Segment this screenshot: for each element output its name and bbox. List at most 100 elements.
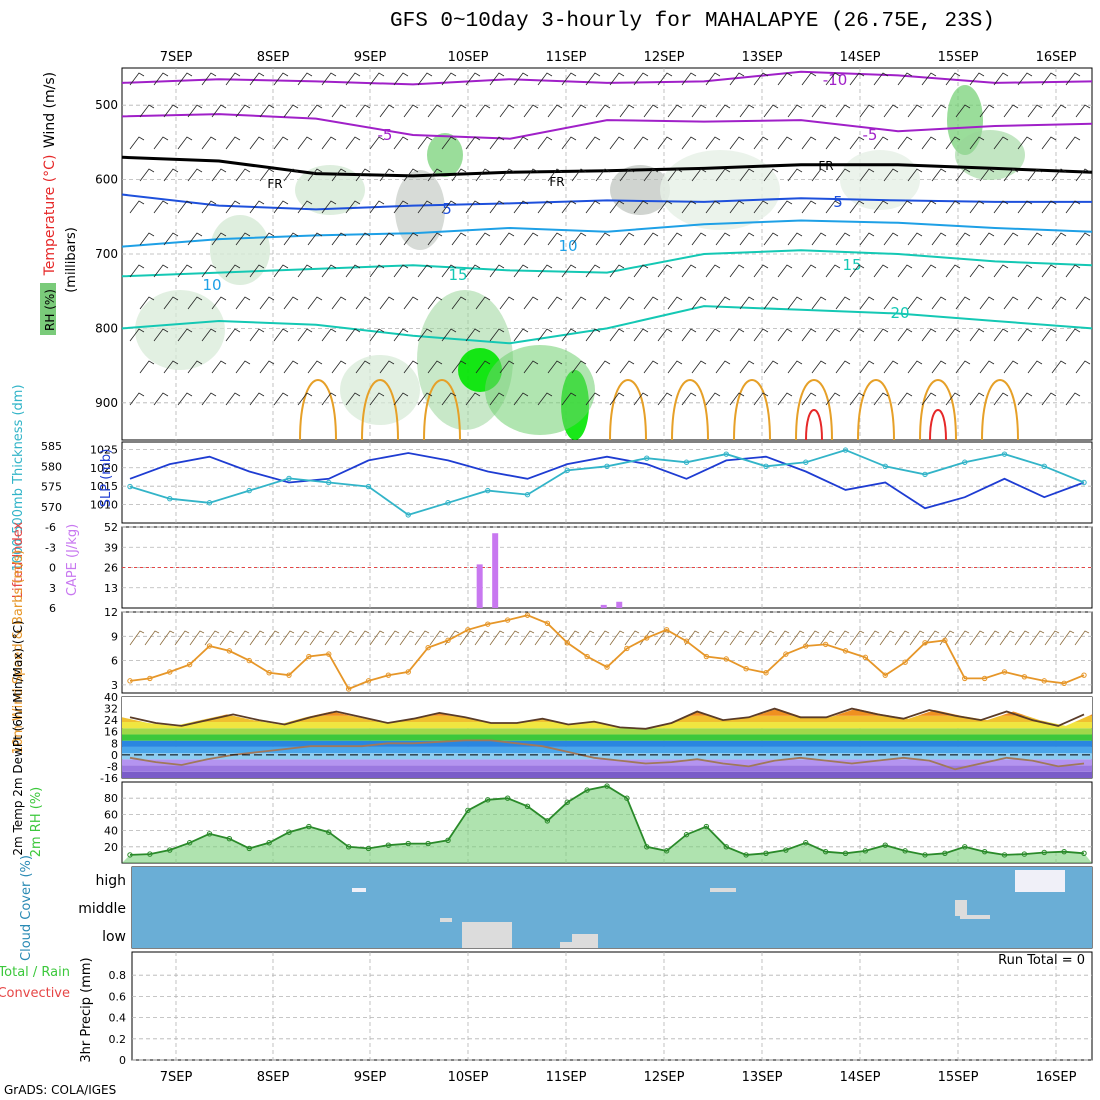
ua-y-tick-1: 600 [95,173,118,187]
ua-wind-barb [379,168,395,182]
ua-wind-barb [1065,136,1081,150]
ua-wind-barb [417,328,433,342]
ua-wind-barb [355,168,371,182]
x-tick-bottom-8: 15SEP [938,1070,979,1085]
ua-wind-barb [921,392,937,406]
ua-wind-barb [979,232,995,246]
x-tick-bottom-3: 10SEP [448,1070,489,1085]
ua-wind-barb [1041,328,1057,342]
ua-wind-barb [249,264,265,278]
ua-wind-barb [1003,360,1019,374]
temp-contour-label-2: -5 [863,126,878,144]
wind10-barb [954,630,970,646]
wind10-barb [714,630,730,646]
thickness-line-point [962,459,968,465]
rh-line-point [1041,849,1047,856]
ua-wind-barb [259,168,275,182]
temp-band-3 [122,753,1092,760]
ua-wind-barb [897,392,913,406]
ua-wind-barb [393,72,409,86]
slp-ylabel-right: SLP (mb) [99,449,114,508]
ua-wind-barb [931,296,947,310]
ua-wind-barb [355,104,371,118]
ua-y-tick-3: 800 [95,321,118,335]
wind10-barb [204,630,220,646]
cloud-block-6 [462,922,512,948]
slp-right-tick-2: 1020 [90,462,118,475]
x-tick-bottom-2: 9SEP [354,1070,387,1085]
ua-wind-barb [955,232,971,246]
ua-wind-barb [1017,136,1033,150]
ua-wind-barb [331,104,347,118]
cape-bar [476,564,483,608]
thickness-line-point [405,512,411,518]
ua-wind-barb [897,328,913,342]
ua-wind-barb [441,136,457,150]
ua-wind-barb [201,200,217,214]
ua-wind-barb [763,168,779,182]
rh-line-point [385,842,392,848]
ua-wind-barb [307,232,323,246]
isotherm-20-6 [121,305,1093,345]
ua-wind-barb [427,360,443,374]
ua-wind-barb [619,104,635,118]
ua-wind-barb [969,200,985,214]
ua-wind-barb [753,264,769,278]
ua-wind-barb [177,200,193,214]
ua-wind-barb [931,232,947,246]
ua-wind-barb [883,168,899,182]
credit-label: GrADS: COLA/IGES [4,1083,117,1097]
wind10-barb [429,630,445,646]
ua-wind-barb [475,232,491,246]
cloud-level-0: high [95,873,126,889]
ua-wind-barb [849,72,865,86]
ua-wind-barb [643,232,659,246]
ua-wind-barb [1041,392,1057,406]
wind10-barb [279,630,295,646]
ua-wind-barb [681,72,697,86]
ua-wind-barb [811,104,827,118]
ua-wind-barb [849,136,865,150]
wind10-barb [144,630,160,646]
rh-line [129,785,1085,856]
ua-wind-barb [739,296,755,310]
thickness-line-point [604,463,610,469]
ua-wind-barb [873,136,889,150]
li-tick-2: 0 [49,562,56,575]
ua-wind-barb [523,168,539,182]
temp-contour-label-8: 15 [842,256,861,274]
cloud-block-0 [352,888,366,892]
wind-speed-line-point [1061,680,1067,686]
ua-wind-barb [513,392,529,406]
rh-line-point [981,848,988,855]
ua-wind-barb [417,136,433,150]
ua-wind-barb [211,360,227,374]
ua-wind-barb [345,392,361,406]
rh-line-point [564,799,570,805]
chart-title: GFS 0~10day 3-hourly for MAHALAPYE (26.7… [390,10,995,33]
ua-wind-barb [883,104,899,118]
ua-wind-barb [1027,232,1043,246]
run-total: Run Total = 0 [998,953,1085,968]
wind10-barb [924,630,940,646]
ua-wind-barb [571,360,587,374]
ua-wind-barb [451,232,467,246]
wind-speed-line-point [763,670,769,676]
ua-wind-barb [571,104,587,118]
wind-tick-2: 9 [111,630,118,643]
wind-speed-line-point [723,656,729,662]
rh-line-point [584,787,590,793]
temp-contour-label-7: 15 [448,266,467,284]
ua-wind-barb [1027,168,1043,182]
ua-wind-barb [595,104,611,118]
ua-wind-barb [955,168,971,182]
x-tick-bottom-4: 11SEP [546,1070,587,1085]
ua-wind-barb [1065,328,1081,342]
precip-tick-2: 0.4 [109,1012,127,1025]
ua-wind-barb [945,328,961,342]
rh-shade-13 [660,150,780,230]
ua-wind-barb [331,232,347,246]
ua-wind-barb [921,72,937,86]
ua-wind-barb [729,200,745,214]
ua-wind-barb [691,360,707,374]
